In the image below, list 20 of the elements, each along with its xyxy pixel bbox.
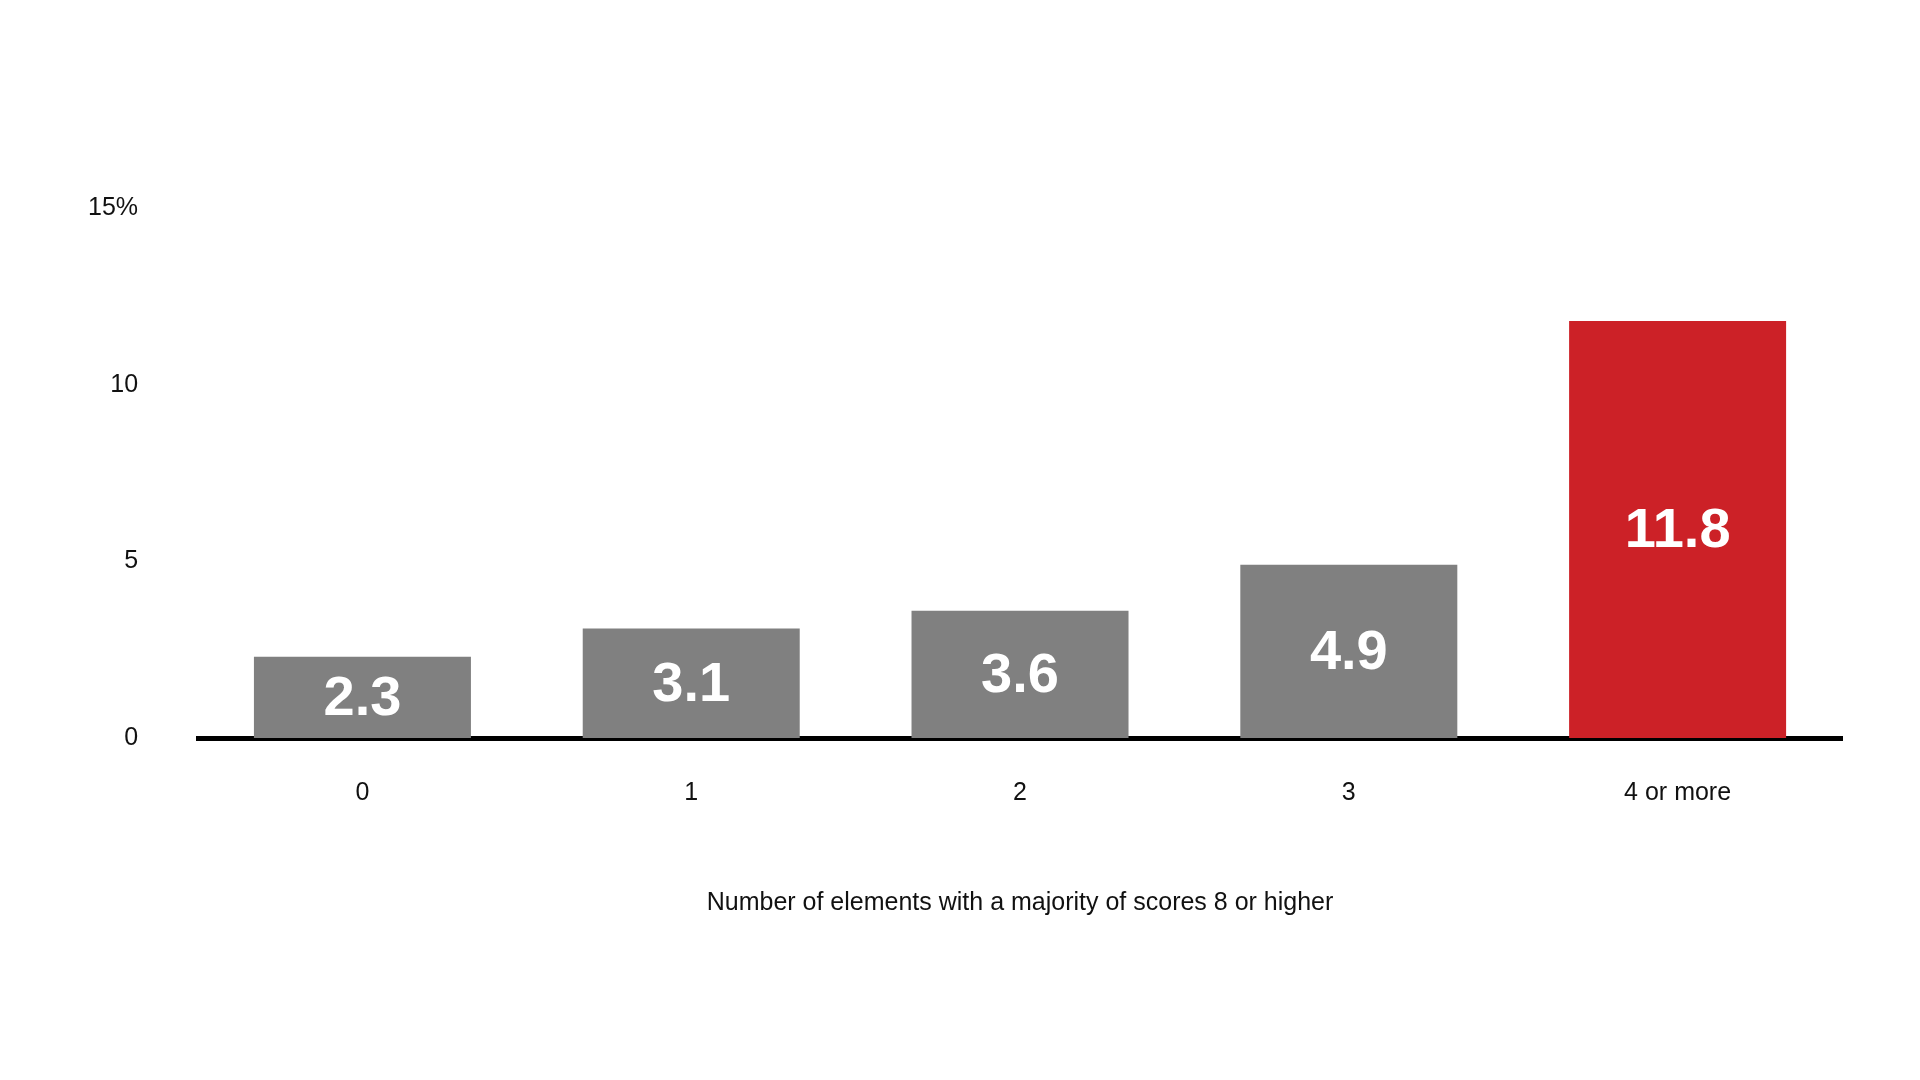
x-tick-label: 2	[1013, 776, 1027, 805]
bar	[582, 628, 800, 738]
data-label: 4.9	[1309, 617, 1388, 681]
bar	[253, 656, 471, 738]
x-tick-label: 0	[355, 776, 370, 805]
y-tick-label: 10	[110, 368, 139, 397]
x-tick-label: 4 or more	[1624, 776, 1732, 805]
data-label: 11.8	[1624, 495, 1731, 559]
y-tick-label: 0	[124, 721, 139, 750]
y-tick-label: 5	[124, 545, 139, 574]
bar	[1240, 564, 1458, 738]
y-tick-label: 15%	[87, 191, 139, 220]
x-tick-label: 1	[684, 776, 699, 805]
bar	[911, 610, 1129, 738]
data-label: 3.6	[981, 640, 1059, 704]
bar	[1569, 321, 1787, 738]
x-tick-label: 3	[1341, 776, 1356, 805]
data-label: 2.3	[323, 663, 402, 727]
x-axis-title: Number of elements with a majority of scores 8 or higher	[706, 886, 1334, 915]
data-label: 3.1	[652, 649, 731, 713]
